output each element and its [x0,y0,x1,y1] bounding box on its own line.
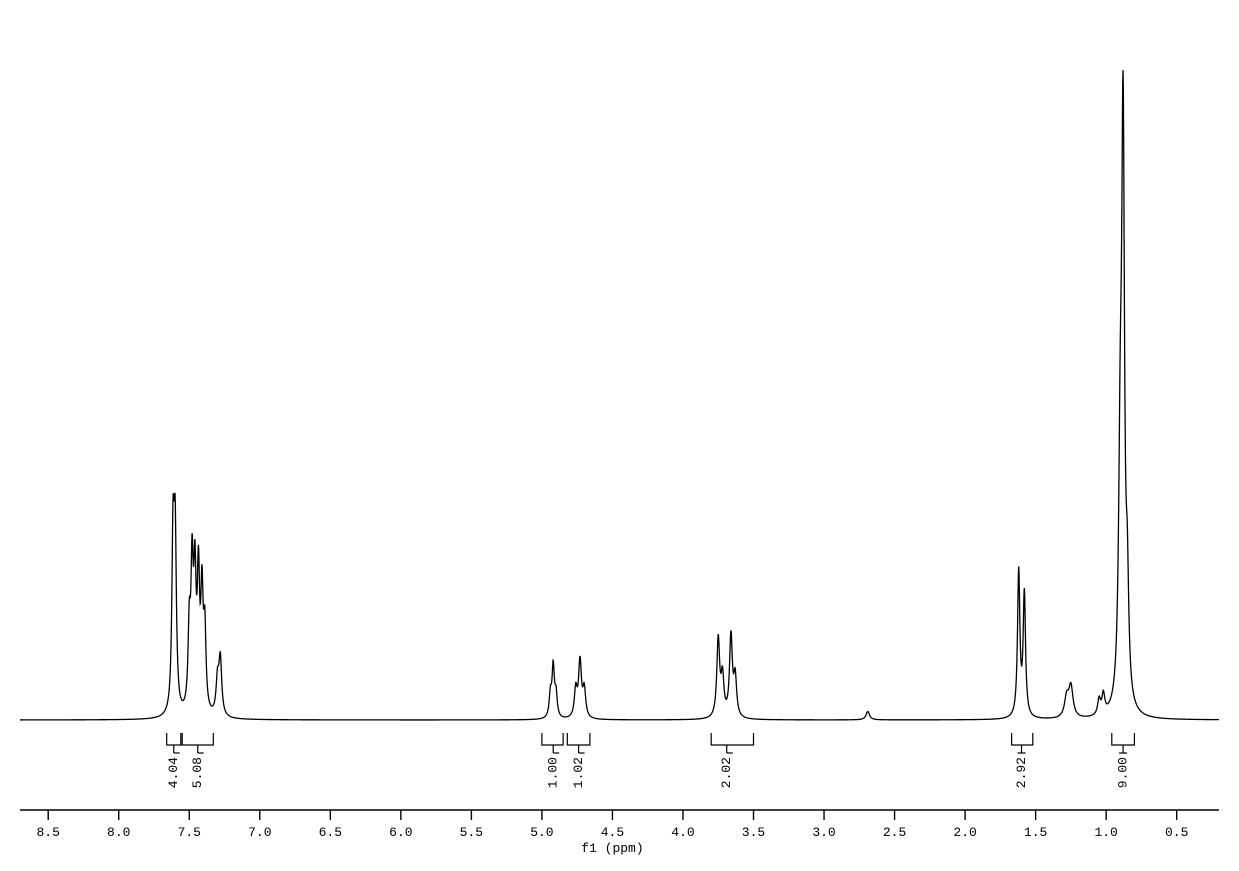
x-axis-tick-label: 5.5 [460,825,483,840]
x-axis-tick-label: 3.5 [742,825,765,840]
integral-label: 2.02 [719,757,734,788]
x-axis-tick-label: 0.5 [1165,825,1188,840]
x-axis-tick-label: 1.0 [1094,825,1117,840]
x-axis-tick-label: 8.5 [37,825,60,840]
integral-bracket [1112,733,1135,745]
x-axis-label: f1 (ppm) [581,841,643,856]
x-axis-tick-label: 6.0 [389,825,412,840]
integral-bracket [711,733,753,745]
integral-label: 5.08 [190,757,205,788]
integral-label: 1.02 [571,757,586,788]
x-axis-tick-label: 8.0 [107,825,130,840]
integral-label: 2.92 [1014,757,1029,788]
x-axis-tick-label: 5.0 [530,825,553,840]
x-axis-tick-label: 4.5 [601,825,624,840]
x-axis-tick-label: 4.0 [671,825,694,840]
x-axis-tick-label: 2.5 [883,825,906,840]
x-axis-tick-label: 2.0 [953,825,976,840]
x-axis-tick-label: 1.5 [1024,825,1047,840]
integral-label: 9.00 [1116,757,1131,788]
x-axis-tick-label: 6.5 [319,825,342,840]
nmr-spectrum-chart: 4.04 5.08 1.00 1.02 2.02 2.92 9.00 8.5 8.0 7.5 7.0… [0,0,1239,871]
spectrum-trace [20,70,1219,720]
integral-label: 4.04 [166,757,181,788]
integral-bracket [542,733,563,745]
integral-bracket [1012,733,1033,745]
integral-bracket [182,733,213,745]
x-axis-tick-label: 3.0 [812,825,835,840]
integral-label: 1.00 [546,757,561,788]
x-axis-tick-label: 7.5 [178,825,201,840]
x-axis-tick-label: 7.0 [248,825,271,840]
integral-bracket [567,733,590,745]
integral-bracket [167,733,181,745]
